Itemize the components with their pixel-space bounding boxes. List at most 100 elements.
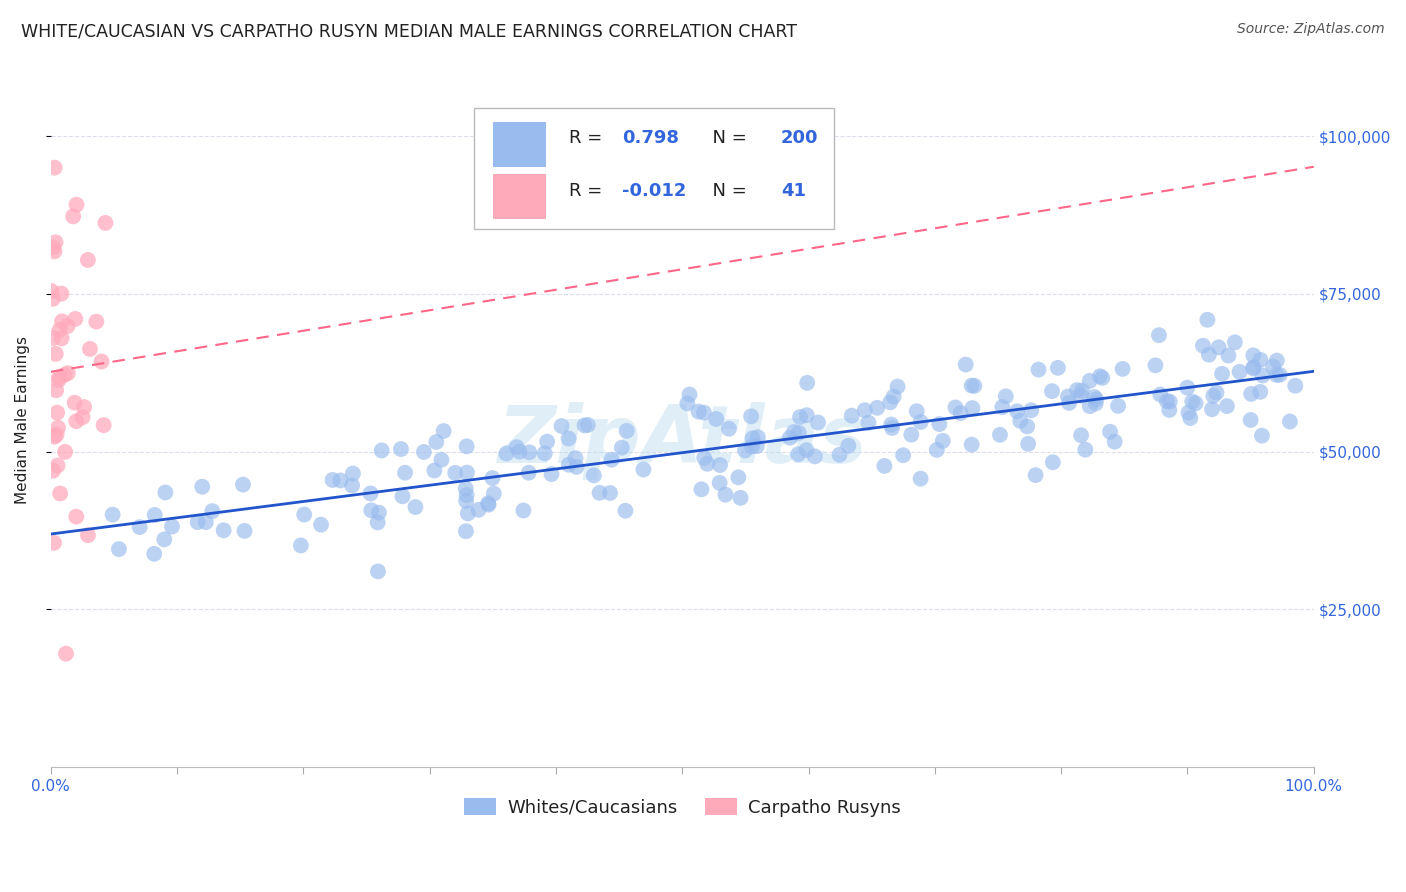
Point (945, 401, 967, 415)
Point (477, 498, 499, 512)
Point (882, 421, 904, 435)
Point (1149, 387, 1171, 401)
Point (467, 503, 489, 517)
Point (1057, 390, 1080, 404)
Point (828, 448, 851, 462)
Point (900, 427, 922, 442)
Point (1111, 362, 1133, 376)
Point (696, 457, 718, 471)
Point (72, 410, 94, 425)
Point (1017, 419, 1039, 434)
Point (51, 286, 73, 301)
Point (991, 400, 1014, 414)
Text: N =: N = (702, 182, 752, 200)
Point (46, 421, 69, 435)
Point (86, 315, 108, 329)
Point (423, 464, 446, 478)
Point (56, 319, 79, 334)
Point (932, 434, 955, 448)
Point (49, 486, 72, 500)
Point (1229, 365, 1251, 379)
Point (905, 404, 928, 418)
FancyBboxPatch shape (494, 174, 546, 219)
Point (342, 467, 364, 481)
Point (48, 323, 70, 337)
Text: Source: ZipAtlas.com: Source: ZipAtlas.com (1237, 22, 1385, 37)
Point (1278, 415, 1301, 429)
Point (45, 384, 67, 398)
Point (79, 342, 101, 356)
Point (1159, 403, 1181, 417)
Point (1071, 384, 1094, 398)
Point (576, 417, 599, 432)
Point (1057, 396, 1080, 410)
Point (1175, 381, 1198, 395)
Point (1251, 428, 1274, 442)
Point (509, 444, 531, 458)
Point (789, 410, 811, 425)
Point (988, 427, 1011, 442)
Point (1184, 396, 1206, 410)
Point (540, 467, 562, 481)
Point (370, 443, 392, 458)
Point (194, 515, 217, 529)
Point (1144, 359, 1167, 373)
Point (955, 358, 977, 372)
Point (309, 517, 332, 532)
Point (727, 470, 749, 484)
Point (709, 475, 731, 490)
Point (512, 503, 534, 517)
Point (94, 216, 117, 230)
Point (837, 439, 859, 453)
Point (1107, 399, 1129, 413)
Text: ZipAtlas: ZipAtlas (498, 402, 868, 480)
Point (787, 447, 810, 461)
Point (1040, 384, 1063, 399)
Point (456, 439, 478, 453)
Point (1192, 339, 1215, 353)
Point (65, 509, 87, 524)
Point (678, 387, 700, 401)
Point (1208, 340, 1230, 354)
Point (1070, 428, 1092, 442)
Point (1156, 394, 1178, 409)
Point (1240, 413, 1263, 427)
Point (187, 515, 209, 529)
Point (783, 425, 806, 439)
Point (482, 486, 505, 500)
Point (1218, 349, 1240, 363)
Text: 0.798: 0.798 (621, 128, 679, 146)
Point (557, 432, 579, 446)
Text: 200: 200 (780, 128, 818, 146)
Point (412, 445, 434, 459)
Point (143, 508, 166, 522)
Text: R =: R = (568, 182, 607, 200)
Point (963, 379, 986, 393)
Point (1025, 468, 1047, 483)
Point (614, 504, 637, 518)
Point (46, 458, 69, 473)
FancyBboxPatch shape (494, 121, 546, 167)
Point (853, 403, 876, 417)
Point (46, 406, 69, 420)
Point (1042, 455, 1064, 469)
Point (394, 466, 416, 480)
Point (1083, 390, 1105, 404)
Point (807, 416, 830, 430)
Point (481, 471, 503, 485)
Point (1088, 369, 1111, 384)
Point (886, 379, 908, 393)
Point (42, 331, 65, 345)
Point (45, 427, 67, 442)
Point (495, 446, 517, 460)
Point (693, 406, 716, 420)
Point (53, 445, 76, 459)
Point (962, 401, 984, 416)
Point (1268, 368, 1291, 382)
Point (155, 485, 177, 500)
Point (45, 347, 67, 361)
Point (233, 524, 256, 538)
Point (1261, 359, 1284, 374)
Point (517, 466, 540, 480)
Point (340, 478, 363, 492)
